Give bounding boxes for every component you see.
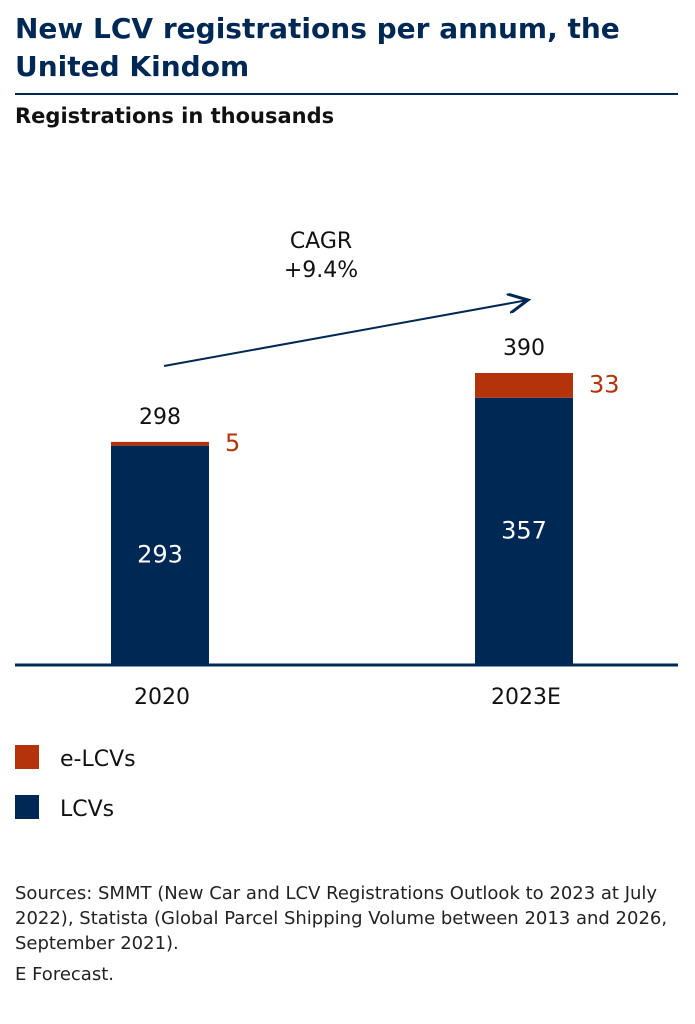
value-label: 357 — [501, 516, 547, 544]
total-label: 298 — [139, 405, 181, 430]
total-label: 390 — [503, 336, 545, 361]
title-rule — [15, 93, 678, 95]
bar-segment — [111, 445, 209, 665]
value-label: 33 — [589, 370, 620, 398]
x-tick-label: 2023E — [491, 685, 561, 710]
chart-subtitle: Registrations in thousands — [15, 104, 335, 128]
legend-swatch — [15, 795, 39, 819]
footnote: E Forecast. — [15, 964, 114, 985]
bar-segment — [475, 373, 573, 398]
annotation: +9.4% — [284, 258, 358, 283]
annotation: CAGR — [290, 229, 352, 254]
bar-segment — [475, 397, 573, 665]
legend-swatch — [15, 745, 39, 769]
cagr-arrow — [163, 300, 528, 367]
chart-title: New LCV registrations per annum, the Uni… — [15, 12, 620, 83]
sources: Sources: SMMT (New Car and LCV Registrat… — [15, 883, 668, 954]
value-label: 293 — [137, 540, 183, 568]
legend-label: LCVs — [60, 797, 114, 822]
x-tick-label: 2020 — [134, 685, 190, 710]
legend-label: e-LCVs — [60, 747, 136, 772]
value-label: 5 — [225, 429, 240, 457]
bar-segment — [111, 441, 209, 446]
